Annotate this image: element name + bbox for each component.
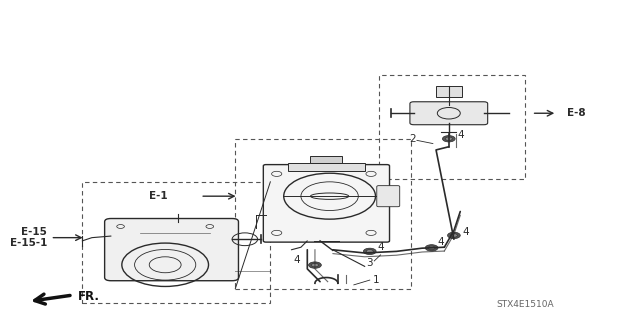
- Bar: [83, 182, 270, 303]
- Text: 4: 4: [457, 130, 463, 140]
- Bar: [436, 86, 461, 97]
- Bar: [236, 139, 410, 289]
- Text: E-1: E-1: [150, 191, 168, 201]
- FancyBboxPatch shape: [410, 102, 488, 125]
- FancyBboxPatch shape: [263, 165, 390, 242]
- Circle shape: [364, 248, 376, 255]
- Text: STX4E1510A: STX4E1510A: [497, 300, 554, 309]
- Circle shape: [312, 263, 319, 267]
- Text: 2: 2: [409, 134, 415, 144]
- FancyBboxPatch shape: [104, 219, 239, 281]
- Circle shape: [425, 245, 438, 251]
- Circle shape: [445, 137, 452, 140]
- Circle shape: [428, 246, 435, 249]
- Text: 4: 4: [438, 237, 444, 247]
- Text: 4: 4: [378, 241, 385, 252]
- Text: 4: 4: [294, 255, 300, 265]
- Circle shape: [308, 262, 321, 268]
- Text: 4: 4: [462, 226, 468, 237]
- Text: E-15-1: E-15-1: [10, 238, 47, 248]
- Circle shape: [447, 232, 460, 239]
- FancyBboxPatch shape: [377, 186, 400, 207]
- Text: E-8: E-8: [566, 108, 586, 118]
- Text: FR.: FR.: [78, 290, 100, 302]
- Bar: [379, 75, 525, 179]
- Text: E-15: E-15: [21, 227, 47, 237]
- Bar: [310, 156, 342, 163]
- Circle shape: [451, 234, 458, 237]
- Text: 1: 1: [373, 275, 380, 285]
- Circle shape: [442, 136, 455, 142]
- Circle shape: [366, 249, 373, 253]
- Bar: [288, 163, 365, 171]
- Text: 3: 3: [367, 258, 373, 268]
